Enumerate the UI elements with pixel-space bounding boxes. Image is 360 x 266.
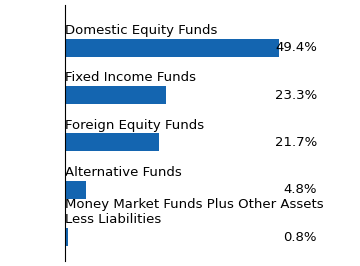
Text: 21.7%: 21.7% [275,136,317,149]
Text: Domestic Equity Funds: Domestic Equity Funds [65,24,217,37]
Bar [65,134,159,151]
Text: 4.8%: 4.8% [283,183,317,196]
Text: Alternative Funds: Alternative Funds [65,166,181,179]
Bar [65,86,166,104]
Bar [65,181,86,199]
Text: Foreign Equity Funds: Foreign Equity Funds [65,119,204,132]
Text: Fixed Income Funds: Fixed Income Funds [65,71,196,84]
Text: Money Market Funds Plus Other Assets
Less Liabilities: Money Market Funds Plus Other Assets Les… [65,198,323,226]
Text: 49.4%: 49.4% [275,41,317,54]
Bar [65,228,68,246]
Text: 23.3%: 23.3% [275,89,317,102]
Bar [65,39,279,57]
Text: 0.8%: 0.8% [283,231,317,244]
